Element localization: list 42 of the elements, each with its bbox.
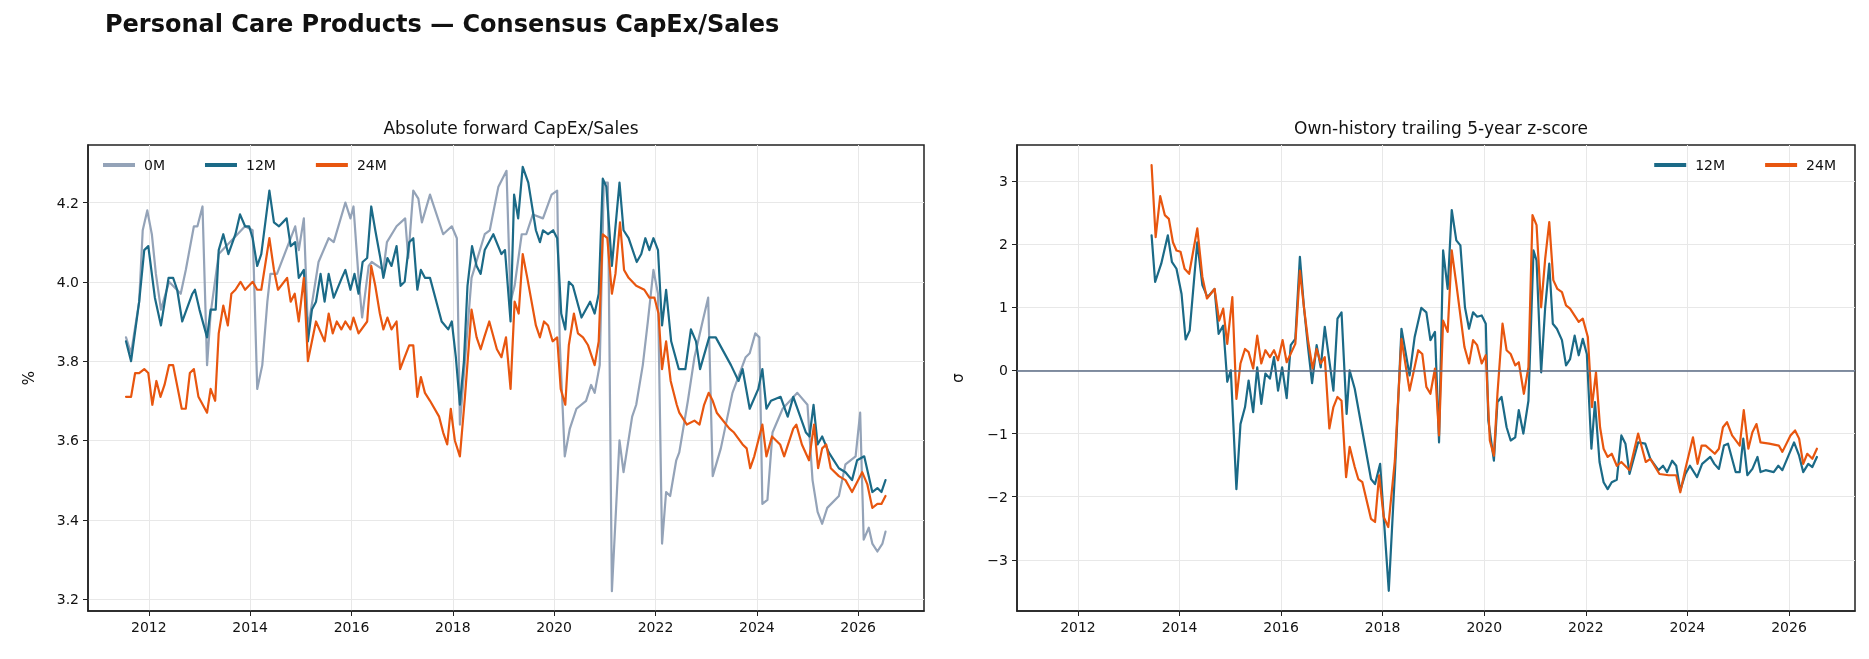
y-tick-label: 4.2: [56, 194, 79, 211]
y-tick-label: 3.2: [56, 591, 79, 608]
y-tick-label: 3.8: [56, 353, 79, 370]
y-tick-label: 4.0: [56, 273, 79, 290]
x-tick-label: 2020: [1466, 619, 1503, 635]
legend-label: 0M: [144, 157, 165, 173]
x-tick-label: 2026: [840, 619, 877, 635]
y-axis-title: %: [19, 370, 38, 386]
x-tick-label: 2022: [1568, 619, 1604, 635]
chart-title: Absolute forward CapEx/Sales: [383, 117, 639, 138]
text: Personal Care Products — Consensus CapEx/Sales: [105, 10, 780, 38]
x-tick-label: 2026: [1771, 619, 1807, 635]
y-tick-label: 3.4: [56, 511, 80, 528]
line-series: [1150, 208, 1819, 592]
x-tick-label: 2018: [1364, 619, 1401, 635]
x-tick-label: 2018: [434, 619, 471, 635]
y-tick-label: 0: [999, 362, 1008, 379]
x-tick-label: 2024: [738, 619, 775, 635]
x-tick-label: 2012: [1060, 619, 1096, 635]
legend-label: 12M: [1695, 157, 1726, 173]
line-series: [124, 221, 887, 509]
x-tick-label: 2022: [637, 619, 674, 635]
y-tick-label: −2: [987, 488, 1008, 505]
x-tick-label: 2016: [333, 619, 370, 635]
x-tick-label: 2020: [536, 619, 572, 635]
line-series: [124, 169, 887, 593]
y-tick-label: −3: [987, 551, 1008, 568]
y-tick-label: 1: [999, 299, 1008, 316]
y-tick-label: 2: [999, 236, 1008, 253]
x-tick-label: 2016: [1263, 619, 1299, 635]
x-tick-label: 2014: [1161, 619, 1198, 635]
y-tick-label: −1: [987, 425, 1008, 442]
y-tick-label: 3: [999, 172, 1008, 189]
x-tick-label: 2012: [130, 619, 167, 635]
x-tick-label: 2024: [1669, 619, 1706, 635]
chart-title: Own-history trailing 5-year z-score: [1294, 117, 1588, 138]
legend-label: 24M: [356, 157, 387, 173]
legend-label: 12M: [245, 157, 276, 173]
y-axis-title: σ: [948, 372, 967, 383]
y-tick-label: 3.6: [56, 432, 80, 449]
x-tick-label: 2014: [232, 619, 269, 635]
legend-label: 24M: [1806, 157, 1837, 173]
